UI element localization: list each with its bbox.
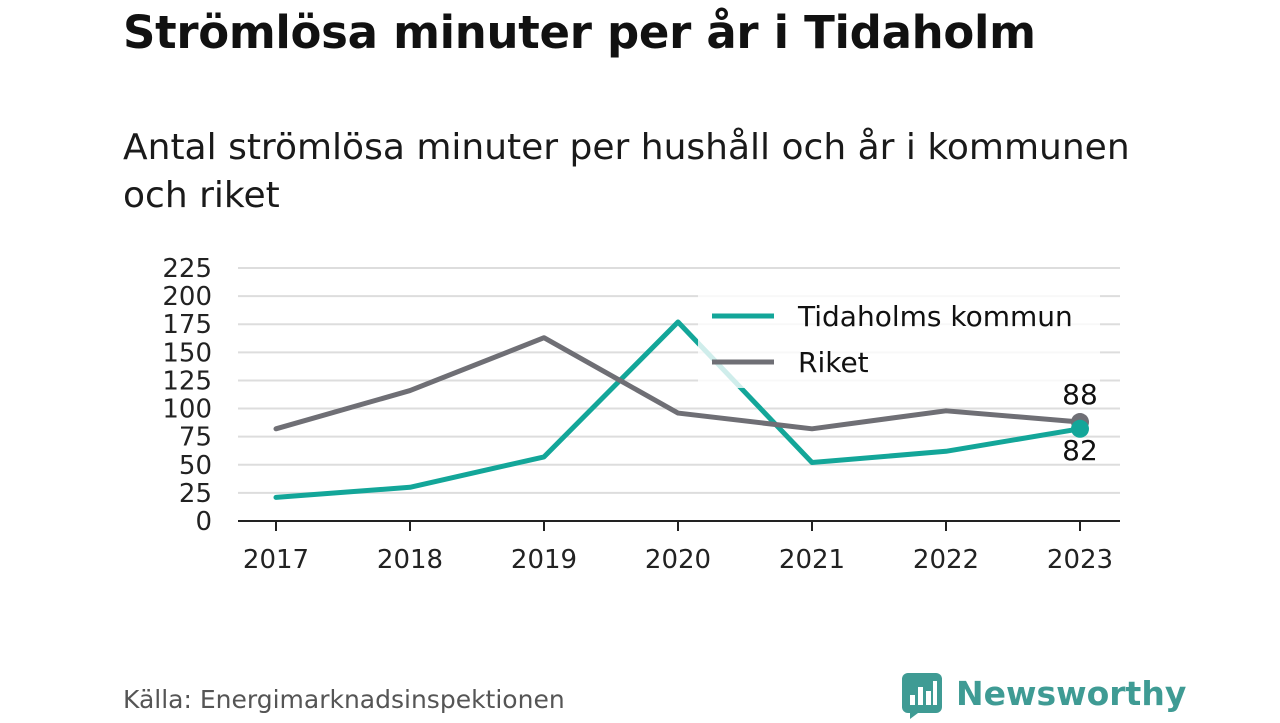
y-tick-label: 0 xyxy=(195,507,212,537)
y-tick-label: 200 xyxy=(162,282,212,312)
x-tick-label: 2017 xyxy=(243,545,309,575)
series-line-riket xyxy=(273,335,1083,432)
chart-subtitle: Antal strömlösa minuter per hushåll och … xyxy=(123,127,1130,216)
legend: Tidaholms kommun Riket xyxy=(698,290,1100,388)
source-note: Källa: Energimarknadsinspektionen xyxy=(123,685,565,714)
y-tick-label: 225 xyxy=(162,254,212,284)
y-tick-label: 50 xyxy=(179,451,212,481)
y-tick-label: 150 xyxy=(162,338,212,368)
brand-name: Newsworthy xyxy=(956,673,1187,713)
end-labels: 88 82 xyxy=(1062,378,1098,467)
legend-box xyxy=(698,290,1100,388)
x-tick-label: 2022 xyxy=(913,545,979,575)
y-tick-label: 75 xyxy=(179,423,212,453)
x-tick-label: 2021 xyxy=(779,545,845,575)
x-axis-ticks: 2017 2018 2019 2020 2021 2022 2023 xyxy=(243,521,1113,575)
series-lines xyxy=(273,319,1083,500)
series-line-tidaholm xyxy=(273,319,1083,500)
y-tick-label: 100 xyxy=(162,395,212,425)
legend-label: Riket xyxy=(798,346,869,379)
newsworthy-icon xyxy=(902,673,942,719)
end-point-tidaholm xyxy=(1071,419,1089,438)
y-tick-label: 175 xyxy=(162,310,212,340)
legend-label: Tidaholms kommun xyxy=(797,300,1073,333)
chart-title: Strömlösa minuter per år i Tidaholm xyxy=(123,6,1036,59)
y-tick-label: 125 xyxy=(162,366,212,396)
x-tick-label: 2019 xyxy=(511,545,577,575)
brand-logo: Newsworthy xyxy=(902,670,1187,719)
end-label-tidaholm: 82 xyxy=(1062,434,1098,467)
x-tick-label: 2018 xyxy=(377,545,443,575)
x-tick-label: 2023 xyxy=(1047,545,1113,575)
y-tick-label: 25 xyxy=(179,479,212,509)
end-label-riket: 88 xyxy=(1062,378,1098,411)
x-tick-label: 2020 xyxy=(645,545,711,575)
